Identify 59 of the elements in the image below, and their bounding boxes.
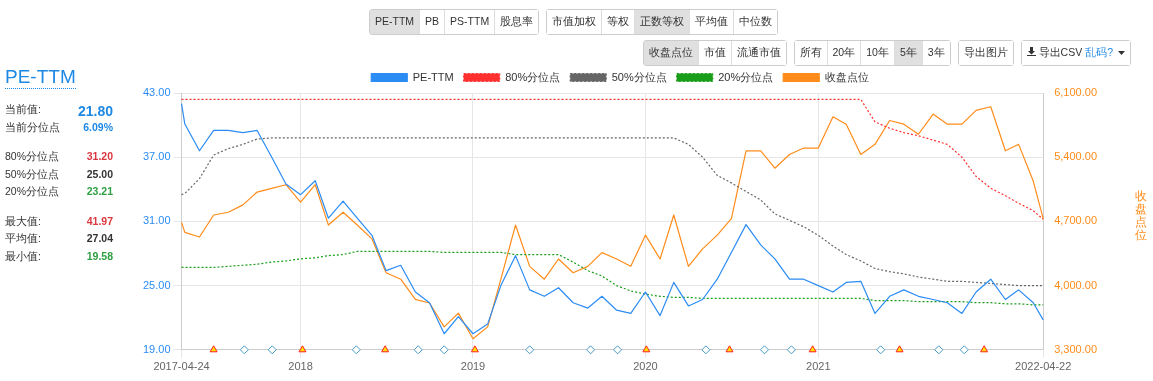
y2-axis-title: 收盘点位 <box>1135 189 1148 242</box>
y-tick-label: 25.00 <box>143 278 171 291</box>
legend-label: 80%分位点 <box>505 70 561 83</box>
x-tick-label: 2021 <box>806 360 831 373</box>
text: 市值 <box>698 41 732 65</box>
text: 50%分位点 <box>5 167 60 182</box>
y-tick-label: 37.00 <box>143 150 171 163</box>
legend-label: 收盘点位 <box>824 70 869 83</box>
text: 41.97 <box>86 214 113 229</box>
text: PB <box>420 10 446 34</box>
y-tick-label: 43.00 <box>143 86 171 99</box>
text: 19.58 <box>86 249 113 264</box>
text: 平均值: <box>5 232 41 246</box>
y2-tick-label: 5,400.00 <box>1054 150 1098 163</box>
text: 等权 <box>602 10 636 34</box>
x-tick-label: 2020 <box>633 360 658 373</box>
text: 23.21 <box>86 185 113 199</box>
text: 所有 <box>794 41 828 65</box>
text: 20%分位点 <box>5 185 60 199</box>
text: 10年 <box>861 41 895 65</box>
text: 中位数 <box>734 10 778 34</box>
legend-label: PE-TTM <box>412 70 454 83</box>
y2-tick-label: 3,300.00 <box>1054 342 1098 355</box>
text: 3年 <box>922 41 950 65</box>
text: 最小值: <box>5 249 41 264</box>
text: 平均值 <box>690 10 735 34</box>
text: 乱码? <box>1082 46 1113 58</box>
text: 股息率 <box>495 10 539 34</box>
y-tick-label: 19.00 <box>143 342 171 355</box>
legend-label: 20%分位点 <box>718 70 774 83</box>
text: 市值加权 <box>547 10 603 34</box>
text: 最大值: <box>5 214 41 229</box>
text: 80%分位点 <box>5 150 60 164</box>
text: 5年 <box>894 41 923 65</box>
text: 正数等权 <box>635 10 691 34</box>
text: 收盘点位 <box>643 41 699 65</box>
text: 导出CSV <box>1038 46 1083 58</box>
text: 6.09% <box>83 120 113 135</box>
text: 31.20 <box>86 150 113 164</box>
text: 当前值: <box>5 103 41 117</box>
text: 流通市值 <box>731 41 786 65</box>
x-tick-label: 2019 <box>460 360 486 373</box>
text: 导出图片 <box>958 41 1013 65</box>
y2-tick-label: 4,700.00 <box>1054 214 1098 227</box>
text: 25.00 <box>86 167 113 182</box>
text: 27.04 <box>86 232 113 246</box>
y-tick-label: 31.00 <box>143 214 171 227</box>
chart-title: PE-TTM <box>5 66 76 89</box>
text: PS-TTM <box>445 10 496 34</box>
x-tick-label: 2017-04-24 <box>153 360 210 373</box>
text: 21.80 <box>77 103 113 121</box>
text: 当前分位点 <box>5 120 60 135</box>
text: PE-TTM <box>370 10 421 34</box>
legend-label: 50%分位点 <box>611 70 667 83</box>
x-tick-label: 2018 <box>288 360 313 373</box>
text: 20年 <box>827 41 862 65</box>
y2-tick-label: 4,000.00 <box>1054 278 1098 291</box>
y2-tick-label: 6,100.00 <box>1054 86 1098 99</box>
x-tick-label: 2022-04-22 <box>1015 360 1072 373</box>
